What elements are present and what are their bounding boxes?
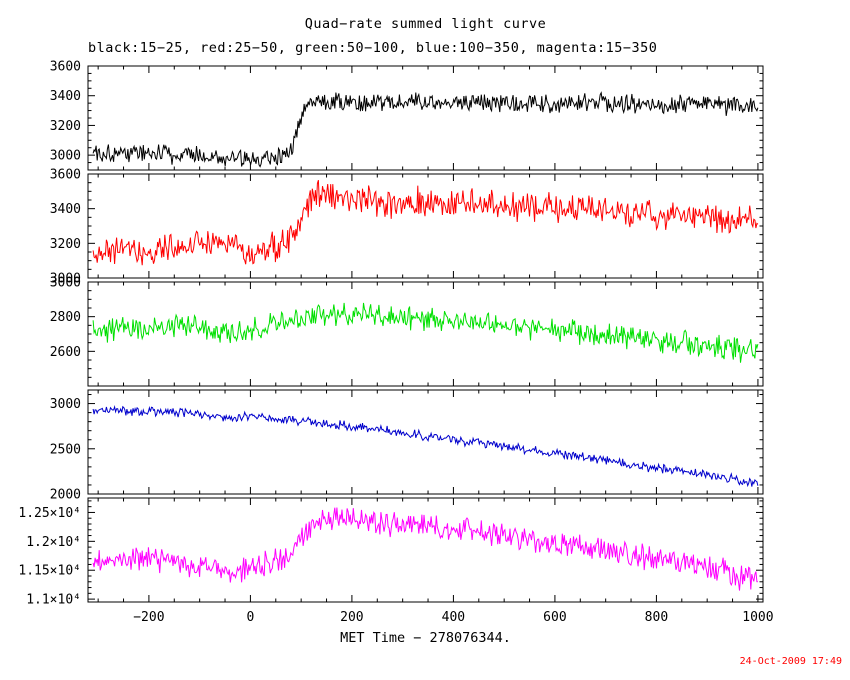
x-tick-label: 600: [543, 610, 566, 625]
chart-subtitle: black:15−25, red:25−50, green:50−100, bl…: [88, 40, 658, 56]
panel-green: 2600 2800 3000: [50, 276, 764, 387]
x-tick-label: 400: [442, 610, 465, 625]
y-tick-label: 3000: [50, 149, 81, 164]
y-tick-label: 3000: [50, 276, 81, 291]
panel-frame: [87, 173, 764, 279]
series-blue: [92, 404, 759, 488]
y-tick-label: 2600: [50, 345, 81, 360]
chart-title: Quad−rate summed light curve: [304, 16, 547, 32]
panel-black: 3000 3200 3400 3600: [50, 60, 764, 171]
y-tick-label: 3600: [50, 168, 81, 183]
y-tick-label: 3400: [50, 89, 81, 104]
y-tick-label: 3200: [50, 119, 81, 134]
y-tick-label: 2500: [50, 442, 81, 457]
y-tick-label: 1.1×10⁴: [26, 593, 81, 608]
x-tick-label: 200: [340, 610, 363, 625]
x-tick-label: 0: [246, 610, 254, 625]
panel-frame: [87, 281, 764, 387]
y-tick-label: 2800: [50, 310, 81, 325]
y-tick-label: 1.2×10⁴: [26, 535, 81, 550]
series-green: [92, 302, 759, 363]
panel-blue: 2000 2500 3000: [50, 389, 764, 503]
y-tick-label: 1.25×10⁴: [18, 506, 81, 521]
y-tick-label: 3200: [50, 237, 81, 252]
panel-red: 3000 3200 3400 3600: [50, 168, 764, 287]
timestamp: 24-Oct-2009 17:49: [739, 656, 842, 667]
y-tick-label: 3600: [50, 60, 81, 75]
panel-frame: [87, 389, 764, 495]
y-tick-label: 3000: [50, 272, 81, 287]
x-axis-label: MET Time − 278076344.: [340, 630, 511, 646]
series-magenta: [92, 507, 758, 591]
x-tick-label: −200: [133, 610, 164, 625]
x-tick-label: 1000: [742, 610, 773, 625]
y-tick-label: 1.15×10⁴: [18, 564, 81, 579]
series-black: [92, 91, 759, 168]
x-tick-label: 800: [645, 610, 668, 625]
y-tick-label: 3000: [50, 397, 81, 412]
y-tick-label: 2000: [50, 488, 81, 503]
panel-frame: [87, 65, 764, 171]
panel-magenta: 1.1×10⁴ 1.15×10⁴ 1.2×10⁴ 1.25×10⁴: [18, 497, 764, 608]
series-red: [92, 180, 759, 266]
panel-frame: [87, 497, 764, 603]
y-tick-label: 3400: [50, 202, 81, 217]
